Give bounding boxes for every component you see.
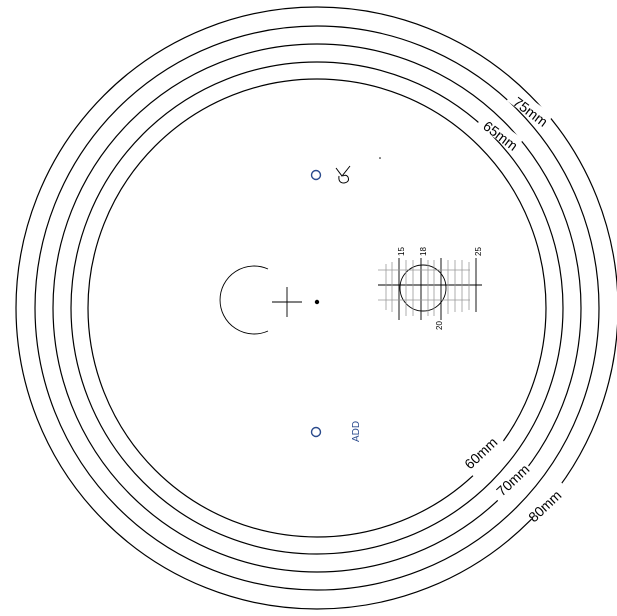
ring-65 [70, 61, 564, 555]
right-gauge: 15 18 25 20 [378, 247, 483, 330]
ring-70 [52, 43, 582, 573]
top-marker-circle [310, 169, 322, 181]
ring-80 [15, 6, 617, 610]
gauge-circle [399, 264, 447, 312]
ring-60-circle [87, 78, 547, 538]
gauge-hatch [378, 260, 470, 316]
ring-65-circle [70, 61, 564, 555]
ear-icon [335, 165, 351, 184]
gauge-label-18: 18 [419, 247, 428, 256]
left-alignment-mark [219, 265, 302, 335]
gauge-label-15: 15 [397, 247, 406, 256]
ring-80-circle [15, 6, 617, 610]
bottom-marker-circle [310, 426, 322, 438]
center-dot [314, 299, 320, 305]
ring-60 [87, 78, 547, 538]
ring-75 [34, 25, 600, 591]
ring-75-circle [34, 25, 600, 591]
speck-dot [379, 157, 381, 159]
left-arc [219, 265, 269, 335]
add-label: ADD [351, 421, 362, 442]
ring-70-circle [52, 43, 582, 573]
ring-70-label: 70mm [493, 461, 532, 499]
gauge-label-20: 20 [435, 321, 444, 330]
gauge-label-25: 25 [474, 247, 483, 256]
ring-80-label: 80mm [525, 487, 564, 525]
